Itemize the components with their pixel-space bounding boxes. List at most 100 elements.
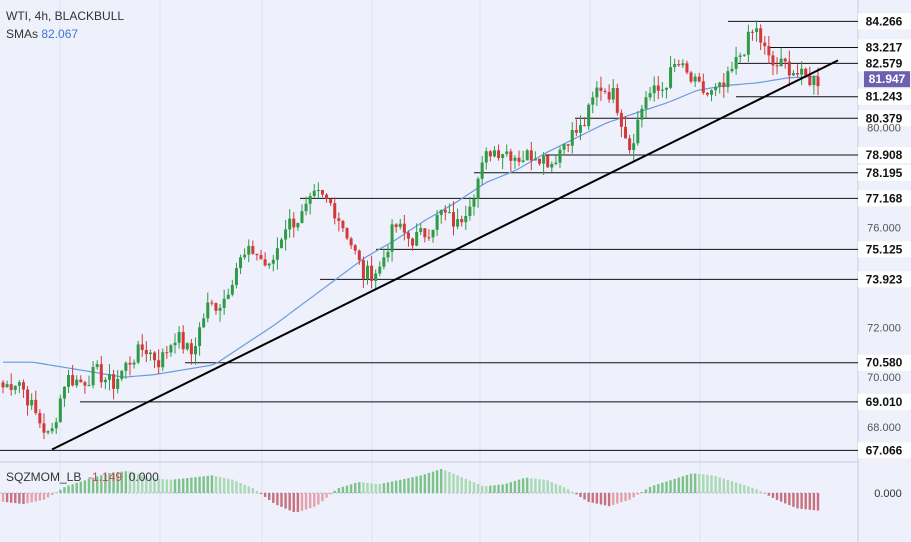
candle	[153, 351, 157, 369]
candle	[533, 151, 537, 161]
candle	[611, 79, 615, 104]
oscillator-bar	[575, 493, 578, 495]
trendline[interactable]	[51, 59, 839, 451]
candle	[726, 66, 730, 93]
oscillator-bar	[718, 477, 721, 493]
candle	[357, 249, 361, 265]
oscillator-bar	[587, 493, 590, 502]
oscillator-bar	[308, 493, 312, 509]
level-label-bg	[858, 146, 911, 163]
candle	[279, 237, 283, 249]
oscillator-bar	[640, 492, 644, 493]
oscillator-bar	[190, 477, 193, 493]
oscillator-bar	[124, 471, 128, 493]
oscillator-bar	[661, 482, 664, 493]
oscillator-bar	[79, 481, 83, 493]
candle	[419, 223, 423, 236]
level-label: 78.195	[866, 166, 903, 180]
oscillator-value-2: 0.000	[128, 470, 159, 484]
oscillator-bar	[620, 493, 623, 503]
oscillator-bar	[517, 479, 521, 493]
oscillator-bar	[603, 493, 607, 506]
price-axis[interactable]: 84.266 83.217 82.579 81.243 80.379 78.908 78.1…	[858, 13, 911, 500]
current-price-label: 81.947	[869, 72, 906, 86]
candle	[21, 379, 25, 398]
candle	[529, 141, 533, 171]
oscillator-bar	[108, 472, 111, 493]
candle	[271, 254, 275, 272]
candle	[431, 229, 435, 243]
candle	[308, 192, 312, 215]
candle	[107, 364, 111, 391]
candle	[243, 248, 247, 260]
oscillator-bar	[652, 485, 656, 493]
candle	[30, 393, 34, 410]
oscillator-bar	[693, 473, 697, 493]
candle	[738, 52, 742, 63]
oscillator-bar	[665, 481, 668, 493]
candle	[365, 260, 369, 285]
candle	[595, 81, 599, 106]
oscillator-bar	[313, 493, 316, 507]
oscillator-bar	[296, 493, 300, 513]
oscillator-bar	[50, 493, 54, 495]
horizontal-levels[interactable]	[0, 20, 858, 451]
oscillator-bar	[255, 490, 259, 493]
candle	[128, 356, 132, 376]
candle	[750, 29, 754, 41]
oscillator-bar	[366, 482, 369, 493]
oscillator-bar	[509, 482, 513, 493]
candle	[103, 377, 107, 390]
oscillator-bar	[71, 484, 74, 493]
oscillator-bar	[263, 493, 267, 497]
candle	[648, 86, 652, 101]
candle	[26, 386, 30, 416]
candle	[677, 59, 681, 67]
candle	[734, 46, 738, 75]
oscillator-bar	[796, 493, 799, 509]
oscillator-bar	[186, 477, 189, 493]
candle	[513, 154, 517, 169]
oscillator-bar	[583, 493, 586, 500]
oscillator-bar	[128, 471, 132, 493]
candle	[140, 334, 144, 357]
candle	[558, 146, 562, 168]
candle	[689, 70, 693, 84]
candle	[587, 103, 591, 130]
oscillator-bar	[30, 493, 33, 503]
candle	[599, 76, 603, 101]
oscillator-bar	[59, 489, 62, 493]
oscillator-bar	[689, 473, 693, 493]
oscillator-bar	[63, 487, 66, 493]
oscillator-bar	[390, 481, 394, 493]
candle	[353, 244, 357, 255]
oscillator-legend[interactable]: SQZMOM_LB -1.149 0.000	[6, 470, 159, 484]
candle	[148, 349, 152, 361]
candle	[17, 380, 21, 394]
oscillator-bar	[685, 474, 689, 493]
candle	[42, 413, 46, 440]
candle	[693, 73, 697, 88]
oscillator-bar	[595, 493, 599, 504]
level-label: 73.923	[866, 272, 903, 286]
oscillator-bar	[636, 493, 639, 495]
candle	[615, 83, 619, 116]
oscillator-bar	[5, 493, 9, 503]
oscillator-bar	[173, 479, 177, 493]
oscillator-bar	[435, 470, 439, 493]
candle	[607, 84, 611, 103]
oscillator-bar	[218, 477, 222, 493]
candle	[509, 148, 513, 172]
oscillator-bar	[448, 471, 451, 493]
sma-legend[interactable]: SMAs 82.067	[6, 27, 78, 41]
oscillator-bar	[427, 472, 431, 493]
candle	[374, 269, 378, 290]
level-label-bg	[858, 190, 911, 207]
oscillator-bar	[423, 474, 427, 493]
oscillator-bar	[120, 471, 123, 493]
candle	[75, 375, 79, 388]
oscillator-bar	[104, 473, 107, 493]
trendline-layer[interactable]	[51, 59, 839, 451]
